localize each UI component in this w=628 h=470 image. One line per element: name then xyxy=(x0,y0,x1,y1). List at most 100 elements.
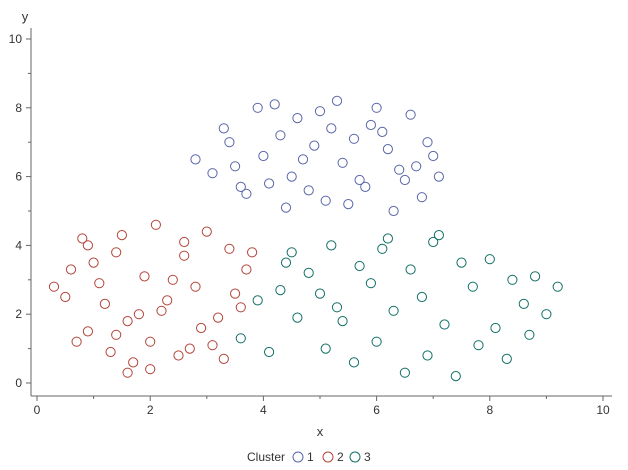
y-tick-label: 0 xyxy=(15,376,22,390)
point-cluster-1 xyxy=(303,185,314,196)
series-3 xyxy=(235,230,563,382)
point-cluster-1 xyxy=(337,157,348,168)
point-cluster-2 xyxy=(156,305,167,316)
point-cluster-3 xyxy=(314,288,326,299)
x-tick-label: 0 xyxy=(34,403,41,417)
data-points xyxy=(48,95,563,382)
point-cluster-3 xyxy=(371,336,382,347)
x-axis-ticks: 0 2 4 6 8 10 xyxy=(34,396,610,417)
point-cluster-3 xyxy=(518,298,529,309)
point-cluster-2 xyxy=(122,316,133,327)
point-cluster-2 xyxy=(116,230,128,241)
point-cluster-2 xyxy=(196,322,207,334)
point-cluster-2 xyxy=(71,336,82,347)
point-cluster-3 xyxy=(365,278,376,289)
point-cluster-2 xyxy=(122,367,133,378)
point-cluster-3 xyxy=(275,285,286,296)
point-cluster-3 xyxy=(524,329,535,340)
point-cluster-3 xyxy=(320,343,331,354)
point-cluster-3 xyxy=(456,257,467,268)
point-cluster-2 xyxy=(65,264,77,275)
point-cluster-2 xyxy=(133,309,144,320)
point-cluster-2 xyxy=(145,336,156,347)
x-tick-label: 2 xyxy=(147,403,154,417)
point-cluster-3 xyxy=(280,257,292,268)
point-cluster-2 xyxy=(88,257,99,268)
point-cluster-3 xyxy=(450,371,461,382)
point-cluster-3 xyxy=(399,367,410,378)
point-cluster-1 xyxy=(399,174,410,186)
point-cluster-2 xyxy=(167,274,178,285)
point-cluster-1 xyxy=(394,164,405,175)
point-cluster-3 xyxy=(405,264,416,275)
point-cluster-1 xyxy=(286,171,297,182)
point-cluster-3 xyxy=(331,302,343,313)
point-cluster-3 xyxy=(552,281,563,292)
point-cluster-2 xyxy=(230,288,241,299)
axes: 0 2 4 6 8 10 0 2 4 6 8 10 xyxy=(9,28,612,417)
point-cluster-1 xyxy=(411,161,422,172)
point-cluster-1 xyxy=(348,133,360,144)
point-cluster-3 xyxy=(326,240,337,251)
point-cluster-2 xyxy=(218,353,229,364)
point-cluster-3 xyxy=(354,260,365,272)
x-tick-label: 6 xyxy=(373,403,380,417)
point-cluster-1 xyxy=(320,195,331,206)
point-cluster-2 xyxy=(207,340,218,351)
point-cluster-2 xyxy=(77,233,88,244)
point-cluster-3 xyxy=(467,281,478,292)
point-cluster-3 xyxy=(348,357,360,368)
point-cluster-3 xyxy=(416,291,427,303)
point-cluster-3 xyxy=(235,333,246,344)
point-cluster-2 xyxy=(213,312,224,323)
point-cluster-2 xyxy=(82,326,94,337)
point-cluster-1 xyxy=(331,95,343,107)
point-cluster-1 xyxy=(405,109,416,120)
legend-marker-1 xyxy=(292,451,304,463)
point-cluster-1 xyxy=(343,199,354,210)
point-cluster-1 xyxy=(377,126,388,137)
point-cluster-1 xyxy=(258,150,269,162)
point-cluster-3 xyxy=(439,319,450,330)
point-cluster-3 xyxy=(303,267,314,278)
point-cluster-1 xyxy=(269,99,280,110)
x-tick-label: 4 xyxy=(260,403,267,417)
point-cluster-2 xyxy=(99,298,111,309)
point-cluster-3 xyxy=(252,295,263,306)
point-cluster-3 xyxy=(490,322,501,334)
series-2 xyxy=(48,219,258,378)
point-cluster-1 xyxy=(360,181,371,192)
point-cluster-2 xyxy=(105,346,116,358)
point-cluster-2 xyxy=(241,264,252,275)
point-cluster-2 xyxy=(60,291,71,303)
legend-marker-3 xyxy=(349,451,361,463)
point-cluster-1 xyxy=(241,188,252,199)
point-cluster-1 xyxy=(207,168,218,179)
point-cluster-3 xyxy=(337,316,348,327)
point-cluster-1 xyxy=(309,140,320,151)
point-cluster-1 xyxy=(264,178,275,189)
point-cluster-1 xyxy=(280,202,292,213)
point-cluster-2 xyxy=(111,329,122,340)
x-axis-title: x xyxy=(317,424,324,439)
point-cluster-3 xyxy=(388,305,399,316)
point-cluster-1 xyxy=(314,106,326,117)
series-1 xyxy=(190,95,444,217)
legend-marker-2 xyxy=(322,451,334,463)
point-cluster-1 xyxy=(218,123,229,134)
y-axis-ticks: 0 2 4 6 8 10 xyxy=(9,32,31,390)
point-cluster-3 xyxy=(292,312,303,323)
y-axis-title: y xyxy=(22,9,29,24)
x-tick-label: 8 xyxy=(486,403,493,417)
point-cluster-1 xyxy=(422,137,433,148)
point-cluster-1 xyxy=(235,181,246,192)
point-cluster-2 xyxy=(139,271,150,282)
point-cluster-3 xyxy=(377,243,388,254)
legend-title: Cluster xyxy=(247,450,285,464)
point-cluster-2 xyxy=(150,219,161,230)
point-cluster-2 xyxy=(128,357,139,368)
point-cluster-2 xyxy=(190,281,201,292)
point-cluster-3 xyxy=(484,254,495,265)
x-tick-label: 10 xyxy=(596,403,610,417)
